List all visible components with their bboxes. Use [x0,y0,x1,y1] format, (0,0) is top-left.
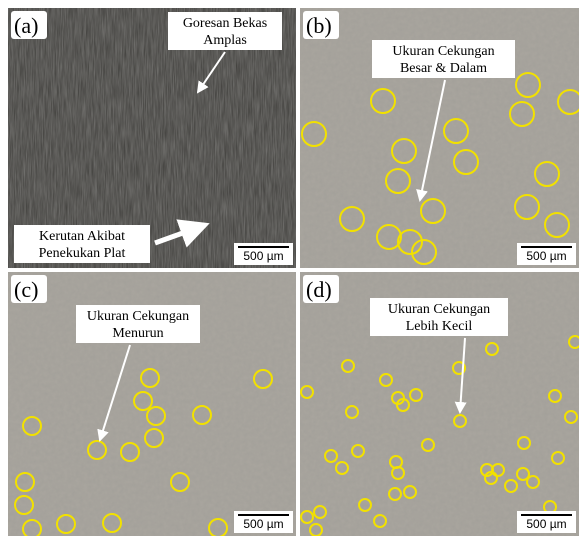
annotation-text: Ukuran Cekungan [392,44,494,59]
scale-bar-label: 500 µm [243,249,283,263]
annotation-text: Kerutan Akibat [39,229,125,244]
annotation-text: Ukuran Cekungan [388,302,490,317]
annotation-text: Lebih Kecil [406,319,473,334]
page: {"panels": [ {"label": "(a)", "annotatio… [0,0,579,536]
scale-bar-label: 500 µm [526,517,566,531]
annotation-text: Ukuran Cekungan [87,309,189,324]
annotation-text: Amplas [203,33,247,48]
scale-bar-label: 500 µm [243,517,283,531]
annotation-text: Menurun [112,326,163,341]
panel-label: (d) [306,277,332,302]
scale-bar-label: 500 µm [526,249,566,263]
panel-label: (a) [14,13,38,38]
panel-label: (c) [14,277,38,302]
annotation-text: Besar & Dalam [400,61,487,76]
annotation-text: Penekukan Plat [39,246,126,261]
figure: (a) Goresan Bekas Amplas Kerutan Akibat Pene… [0,0,579,536]
panel-label: (b) [306,13,332,38]
annotation-text: Goresan Bekas [183,16,267,31]
